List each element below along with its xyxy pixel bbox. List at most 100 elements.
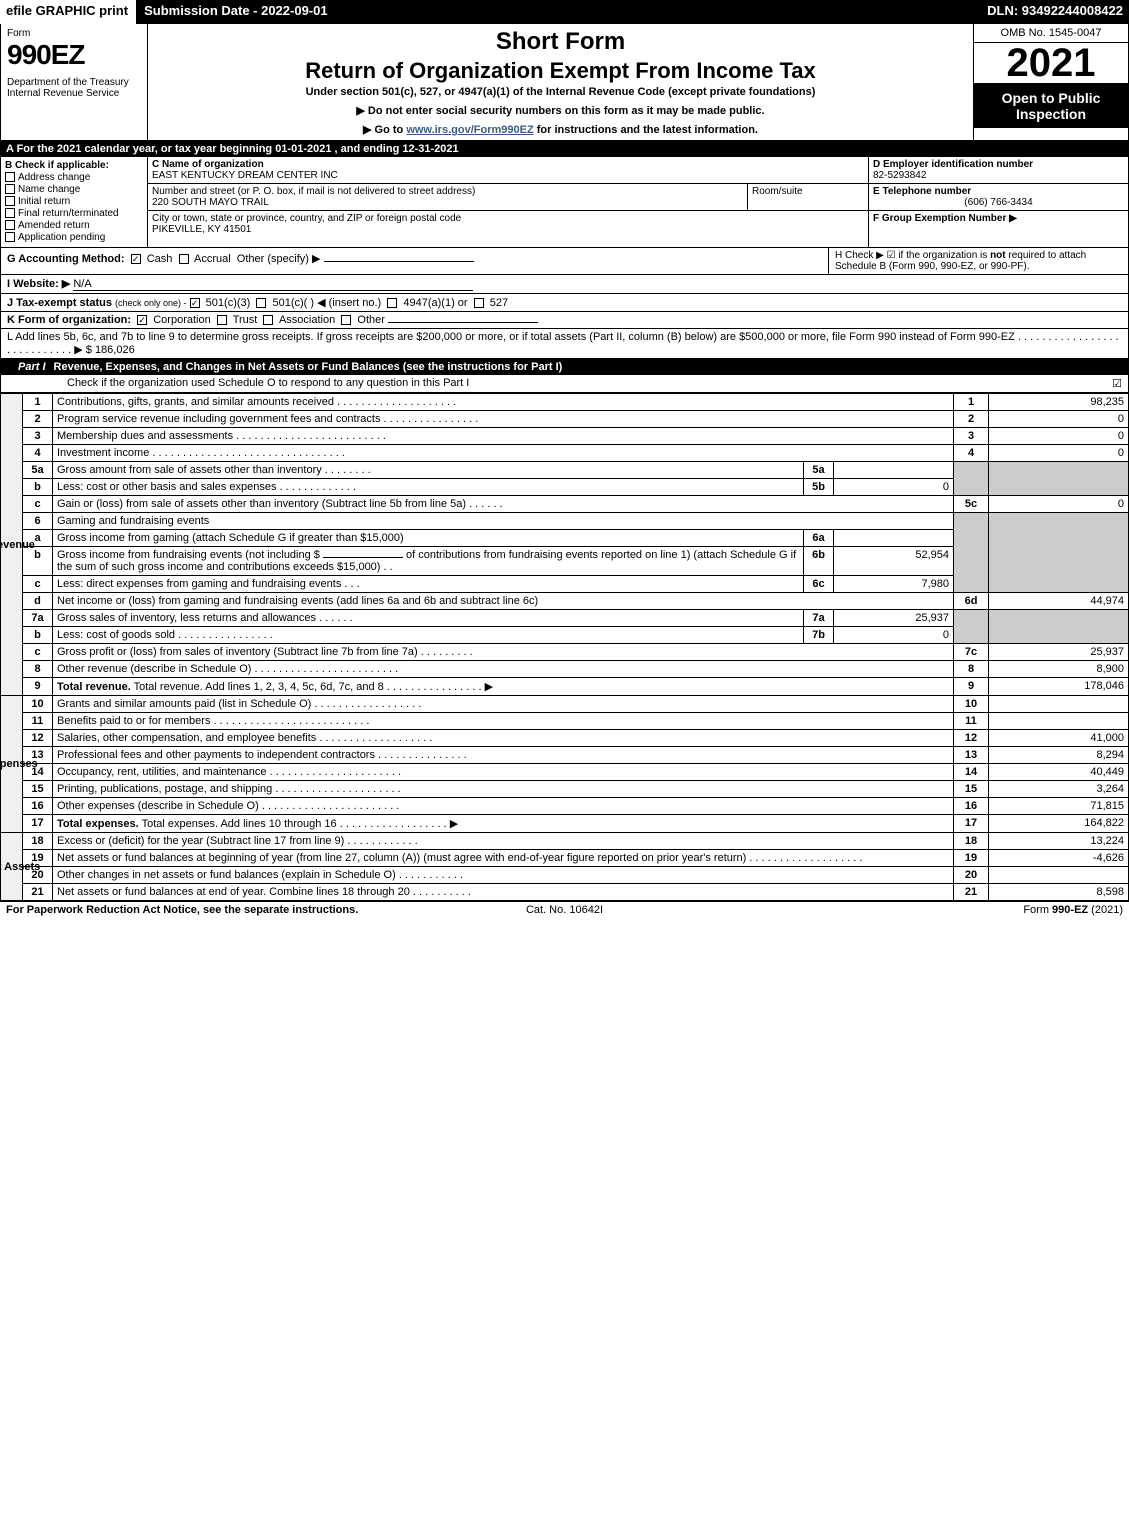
- chk-501c3[interactable]: ✓: [190, 298, 200, 308]
- shade-5: [954, 462, 989, 496]
- amt-18: 13,224: [989, 833, 1129, 850]
- chk-association[interactable]: [263, 315, 273, 325]
- desc-5b: Less: cost or other basis and sales expe…: [53, 479, 804, 496]
- ln-3: 3: [23, 428, 53, 445]
- chk-address-change[interactable]: Address change: [5, 172, 143, 183]
- chk-schedule-o[interactable]: ☑: [1112, 377, 1122, 390]
- irs-link[interactable]: www.irs.gov/Form990EZ: [406, 124, 533, 136]
- info-block: B Check if applicable: Address change Na…: [0, 157, 1129, 248]
- desc-20: Other changes in net assets or fund bala…: [53, 867, 954, 884]
- chk-527[interactable]: [474, 298, 484, 308]
- amt-9: 178,046: [989, 678, 1129, 696]
- street-cell: Number and street (or P. O. box, if mail…: [148, 184, 748, 210]
- part-1-title: Revenue, Expenses, and Changes in Net As…: [54, 361, 1123, 373]
- room-label: Room/suite: [752, 186, 803, 197]
- box-12: 12: [954, 730, 989, 747]
- subamt-7b: 0: [834, 627, 954, 644]
- part-1-header: Part I Revenue, Expenses, and Changes in…: [0, 359, 1129, 375]
- desc-16: Other expenses (describe in Schedule O) …: [53, 798, 954, 815]
- chk-name-change[interactable]: Name change: [5, 184, 143, 195]
- chk-application-pending[interactable]: Application pending: [5, 232, 143, 243]
- ln-1: 1: [23, 394, 53, 411]
- desc-5c: Gain or (loss) from sale of assets other…: [53, 496, 954, 513]
- ein: 82-5293842: [873, 170, 926, 181]
- subamt-7a: 25,937: [834, 610, 954, 627]
- amt-2: 0: [989, 411, 1129, 428]
- amt-20: [989, 867, 1129, 884]
- box-16: 16: [954, 798, 989, 815]
- subtitle: Under section 501(c), 527, or 4947(a)(1)…: [156, 86, 965, 98]
- chk-final-return[interactable]: Final return/terminated: [5, 208, 143, 219]
- form-org-row: K Form of organization: ✓ Corporation Tr…: [0, 312, 1129, 329]
- ln-15: 15: [23, 781, 53, 798]
- box-18: 18: [954, 833, 989, 850]
- chk-other-org[interactable]: [341, 315, 351, 325]
- ln-7a: 7a: [23, 610, 53, 627]
- chk-trust[interactable]: [217, 315, 227, 325]
- desc-14: Occupancy, rent, utilities, and maintena…: [53, 764, 954, 781]
- ln-5a: 5a: [23, 462, 53, 479]
- room-cell: Room/suite: [748, 184, 868, 210]
- gross-receipts: $ 186,026: [86, 344, 135, 356]
- amt-16: 71,815: [989, 798, 1129, 815]
- amt-6d: 44,974: [989, 593, 1129, 610]
- desc-6a: Gross income from gaming (attach Schedul…: [53, 530, 804, 547]
- desc-7a: Gross sales of inventory, less returns a…: [53, 610, 804, 627]
- part-1-table: Revenue 1 Contributions, gifts, grants, …: [0, 393, 1129, 901]
- subamt-6a: [834, 530, 954, 547]
- desc-10: Grants and similar amounts paid (list in…: [53, 696, 954, 713]
- chk-cash[interactable]: ✓: [131, 254, 141, 264]
- shade-6-amt: [989, 513, 1129, 593]
- sub-6a: 6a: [804, 530, 834, 547]
- col-b-checkboxes: B Check if applicable: Address change Na…: [1, 157, 148, 247]
- part-1-check-o: Check if the organization used Schedule …: [0, 375, 1129, 393]
- h-schedule-b: H Check ▶ ☑ if the organization is not r…: [828, 248, 1128, 274]
- expenses-section-label: Expenses: [1, 696, 23, 833]
- org-name-label: C Name of organization: [152, 159, 264, 170]
- amt-12: 41,000: [989, 730, 1129, 747]
- sub-7a: 7a: [804, 610, 834, 627]
- chk-initial-return[interactable]: Initial return: [5, 196, 143, 207]
- desc-6b: Gross income from fundraising events (no…: [53, 547, 804, 576]
- sub-5a: 5a: [804, 462, 834, 479]
- ln-21: 21: [23, 884, 53, 901]
- group-exemption-label: F Group Exemption Number ▶: [873, 213, 1017, 224]
- tax-year: 2021: [974, 43, 1128, 84]
- org-name-cell: C Name of organization EAST KENTUCKY DRE…: [148, 157, 868, 183]
- col-def: D Employer identification number 82-5293…: [868, 157, 1128, 247]
- shade-7-amt: [989, 610, 1129, 644]
- chk-accrual[interactable]: [179, 254, 189, 264]
- ln-10: 10: [23, 696, 53, 713]
- ln-4: 4: [23, 445, 53, 462]
- chk-501c[interactable]: [256, 298, 266, 308]
- amt-5c: 0: [989, 496, 1129, 513]
- box-13: 13: [954, 747, 989, 764]
- group-exemption-cell: F Group Exemption Number ▶: [869, 211, 1128, 226]
- ln-5b: b: [23, 479, 53, 496]
- header-right: OMB No. 1545-0047 2021 Open to Public In…: [973, 24, 1128, 140]
- city: PIKEVILLE, KY 41501: [152, 224, 251, 235]
- ln-7c: c: [23, 644, 53, 661]
- ln-8: 8: [23, 661, 53, 678]
- amt-15: 3,264: [989, 781, 1129, 798]
- city-label: City or town, state or province, country…: [152, 213, 461, 224]
- box-9: 9: [954, 678, 989, 696]
- box-8: 8: [954, 661, 989, 678]
- desc-2: Program service revenue including govern…: [53, 411, 954, 428]
- amt-19: -4,626: [989, 850, 1129, 867]
- chk-4947[interactable]: [387, 298, 397, 308]
- chk-corporation[interactable]: ✓: [137, 315, 147, 325]
- amt-11: [989, 713, 1129, 730]
- chk-amended-return[interactable]: Amended return: [5, 220, 143, 231]
- tax-exempt-row: J Tax-exempt status (check only one) - ✓…: [0, 294, 1129, 312]
- desc-12: Salaries, other compensation, and employ…: [53, 730, 954, 747]
- street: 220 SOUTH MAYO TRAIL: [152, 197, 269, 208]
- desc-1: Contributions, gifts, grants, and simila…: [53, 394, 954, 411]
- amt-17: 164,822: [989, 815, 1129, 833]
- desc-15: Printing, publications, postage, and shi…: [53, 781, 954, 798]
- box-14: 14: [954, 764, 989, 781]
- amt-8: 8,900: [989, 661, 1129, 678]
- efile-label[interactable]: efile GRAPHIC print: [0, 0, 134, 24]
- ln-6d: d: [23, 593, 53, 610]
- amt-7c: 25,937: [989, 644, 1129, 661]
